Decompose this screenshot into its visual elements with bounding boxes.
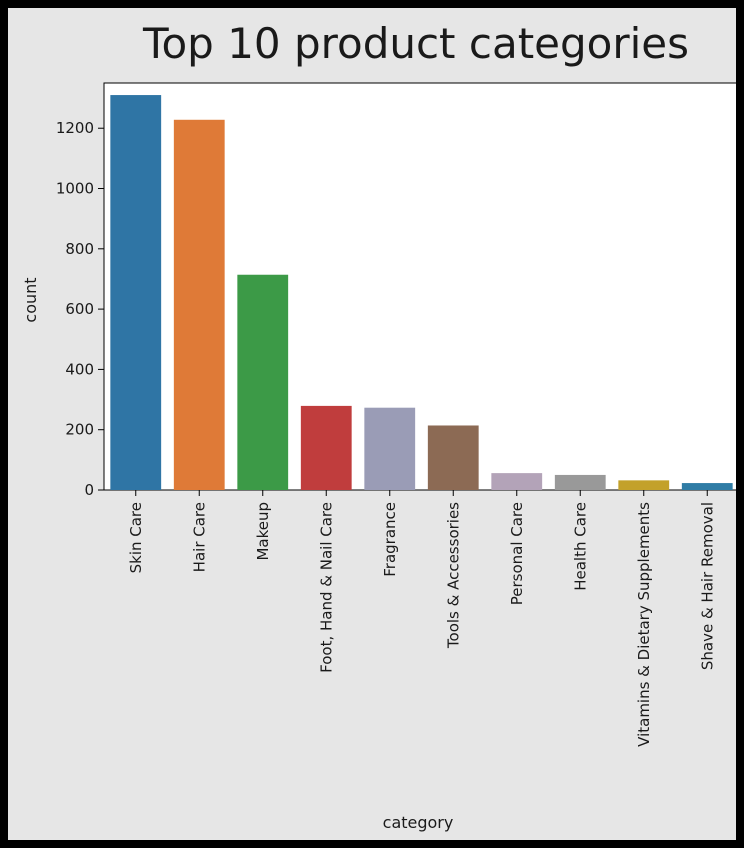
- bar-5: [427, 425, 479, 490]
- bar-6: [491, 473, 543, 490]
- bars: [110, 95, 733, 490]
- x-tick-label: Hair Care: [190, 502, 208, 572]
- x-tick-label: Fragrance: [381, 502, 399, 577]
- y-tick-label: 400: [65, 360, 94, 378]
- bar-4: [364, 407, 416, 490]
- x-tick-label: Foot, Hand & Nail Care: [317, 502, 335, 673]
- x-axis-ticks: Skin Care Hair Care Makeup Foot, Hand & Nai…: [127, 490, 716, 747]
- chart-title: Top 10 product categories: [142, 19, 689, 68]
- bar-9: [681, 483, 733, 490]
- bar-2: [237, 274, 289, 490]
- x-tick-label: Personal Care: [508, 502, 526, 605]
- x-tick-label: Makeup: [254, 502, 272, 561]
- x-tick-label: Tools & Accessories: [444, 502, 462, 649]
- y-tick-label: 1000: [56, 180, 94, 198]
- x-tick-label: Health Care: [571, 502, 589, 591]
- bar-8: [618, 480, 670, 490]
- y-axis-ticks: 0 200 400 600 800 1000 1200: [56, 119, 104, 499]
- y-tick-label: 800: [65, 240, 94, 258]
- y-tick-label: 0: [84, 481, 94, 499]
- bar-1: [173, 119, 225, 490]
- bar-chart: Top 10 product categories 0 200 400 600 800 1…: [21, 19, 736, 832]
- x-axis-label: category: [383, 813, 454, 832]
- x-tick-label: Vitamins & Dietary Supplements: [635, 502, 653, 747]
- y-tick-label: 1200: [56, 119, 94, 137]
- bar-3: [300, 405, 352, 490]
- y-axis-label: count: [21, 277, 40, 322]
- y-tick-label: 600: [65, 300, 94, 318]
- y-tick-label: 200: [65, 421, 94, 439]
- x-tick-label: Shave & Hair Removal: [698, 502, 716, 670]
- bar-7: [554, 474, 606, 490]
- bar-0: [110, 95, 162, 490]
- x-tick-label: Skin Care: [127, 502, 145, 573]
- chart-figure: Top 10 product categories 0 200 400 600 800 1…: [8, 8, 736, 840]
